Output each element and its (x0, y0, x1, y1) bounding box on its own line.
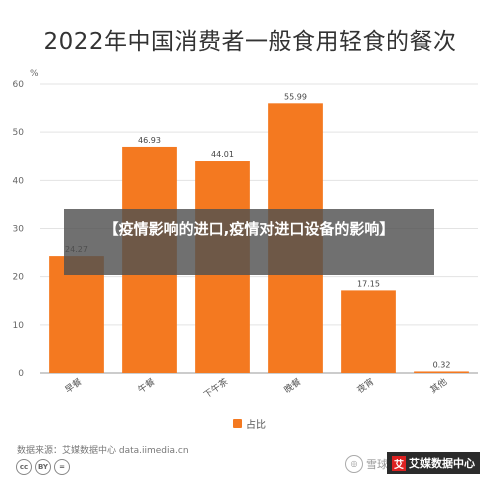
chart-title: 2022年中国消费者一般食用轻食的餐次 (43, 29, 457, 55)
brand-text: 艾媒数据中心 (409, 457, 475, 470)
y-tick-label: 50 (13, 128, 25, 138)
license-icons: cc BY = (16, 459, 70, 475)
y-unit-label: % (30, 69, 39, 79)
y-tick-label: 40 (13, 176, 25, 186)
cc-nd-icon: = (54, 459, 70, 475)
overlay-headline: 【疫情影响的进口,疫情对进口设备的影响】 (64, 209, 434, 275)
y-tick-label: 0 (18, 369, 24, 379)
y-tick-label: 30 (13, 225, 25, 235)
brand-logo-icon: 艾 (392, 455, 406, 471)
data-label: 55.99 (284, 92, 307, 101)
x-tick-label: 早餐 (63, 376, 85, 396)
data-label: 44.01 (211, 150, 234, 159)
y-tick-label: 60 (13, 80, 25, 90)
legend-swatch (233, 419, 242, 428)
x-tick-label: 夜宵 (355, 376, 377, 396)
bar (414, 371, 469, 373)
data-label: 0.32 (433, 360, 451, 369)
x-tick-label: 晚餐 (282, 376, 304, 396)
data-label: 46.93 (138, 136, 161, 145)
source-text: 数据来源：艾媒数据中心 data.iimedia.cn (17, 446, 189, 456)
cc-icon: cc (16, 459, 32, 475)
brand-badge: 艾 艾媒数据中心 (387, 452, 480, 474)
watermark: ◎ 雪球 (345, 455, 388, 473)
bar (49, 256, 104, 373)
data-label: 17.15 (357, 279, 380, 288)
bar (341, 290, 396, 373)
legend: 占比 (233, 416, 266, 431)
x-tick-label: 其他 (428, 376, 450, 396)
watermark-text: 雪球 (366, 458, 388, 471)
y-tick-label: 20 (13, 273, 25, 283)
cc-by-icon: BY (35, 459, 51, 475)
snowball-logo-icon: ◎ (345, 455, 363, 473)
x-tick-label: 午餐 (136, 376, 158, 396)
y-tick-label: 10 (13, 321, 25, 331)
legend-label: 占比 (246, 420, 266, 431)
x-tick-label: 下午茶 (201, 376, 230, 401)
